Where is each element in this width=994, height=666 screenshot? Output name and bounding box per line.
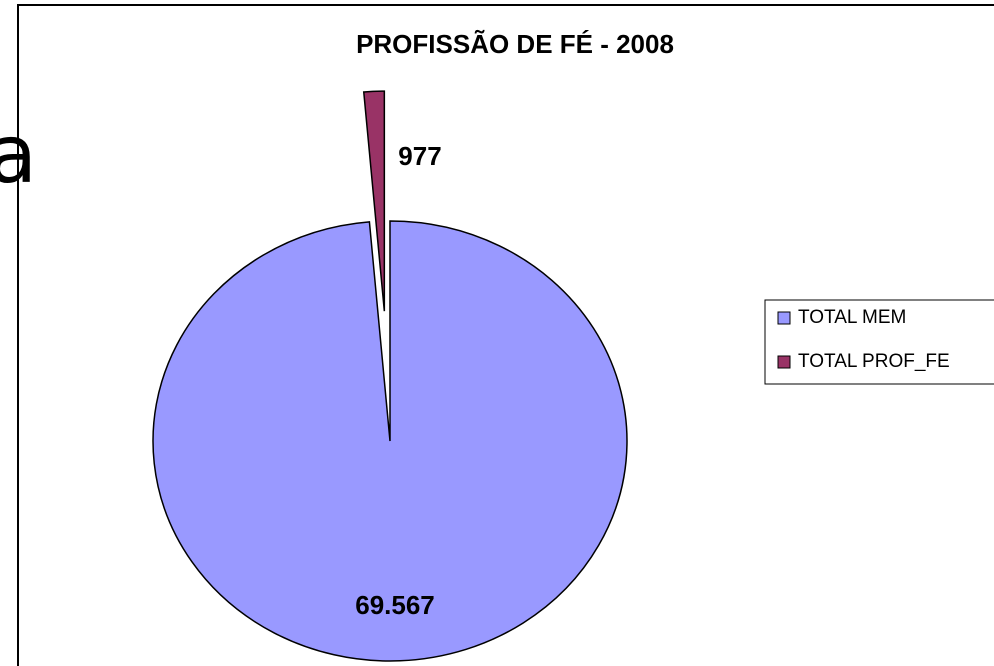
data-label: 69.567 <box>355 590 435 620</box>
chart-title: PROFISSÃO DE FÉ - 2008 <box>356 29 674 59</box>
legend-box <box>764 299 994 385</box>
pie-slice <box>362 90 386 312</box>
legend-swatch <box>777 355 791 369</box>
pie-slice <box>152 220 628 662</box>
legend-label: TOTAL MEM <box>798 307 906 328</box>
legend-swatch <box>777 311 791 325</box>
background-text: a <box>0 108 37 201</box>
legend-label: TOTAL PROF_FE <box>798 351 950 372</box>
data-label: 977 <box>398 141 441 171</box>
